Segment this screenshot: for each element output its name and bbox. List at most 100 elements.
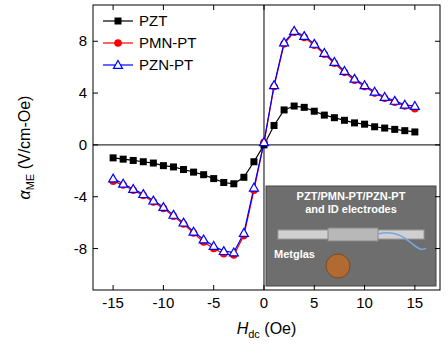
marker — [280, 38, 289, 46]
legend-marker — [114, 61, 123, 69]
marker — [291, 103, 298, 110]
marker — [361, 121, 368, 128]
inset: PZT/PMN-PT/PZN-PTand ID electrodesMetgla… — [266, 186, 436, 286]
marker — [180, 166, 187, 173]
y-tick — [93, 144, 98, 145]
marker — [259, 138, 268, 146]
x-tick-label: -5 — [207, 294, 220, 311]
x-tick — [414, 285, 415, 290]
x-tick — [314, 5, 315, 10]
marker — [140, 158, 147, 165]
marker — [170, 163, 177, 170]
marker — [290, 26, 299, 34]
x-tick-label: -10 — [153, 294, 175, 311]
x-tick — [364, 5, 365, 10]
marker — [239, 229, 248, 237]
legend-label: PZT — [139, 12, 167, 29]
marker — [169, 210, 178, 218]
marker — [160, 162, 167, 169]
marker — [260, 139, 268, 147]
x-tick — [213, 285, 214, 290]
marker — [380, 92, 389, 100]
legend-label: PZN-PT — [139, 56, 193, 73]
x-tick — [414, 5, 415, 10]
marker — [341, 117, 348, 124]
marker — [410, 102, 419, 110]
marker — [149, 196, 158, 204]
marker — [120, 156, 127, 163]
marker — [400, 100, 409, 108]
marker — [179, 218, 188, 226]
marker — [310, 39, 319, 47]
marker — [331, 114, 338, 121]
marker — [401, 127, 408, 134]
marker — [270, 81, 279, 89]
marker — [350, 74, 359, 82]
marker — [130, 157, 137, 164]
series-line — [113, 106, 415, 184]
chart: PZT/PMN-PT/PZN-PTand ID electrodesMetgla… — [0, 0, 448, 353]
x-tick — [113, 5, 114, 10]
marker — [371, 123, 378, 130]
marker — [370, 87, 379, 95]
marker — [411, 128, 418, 135]
y-tick-label: 8 — [79, 32, 87, 49]
inset-wire — [378, 233, 426, 250]
y-tick — [435, 144, 440, 145]
x-tick — [314, 285, 315, 290]
marker — [300, 32, 309, 40]
marker — [351, 119, 358, 126]
marker — [189, 227, 198, 235]
inset-photo — [266, 186, 436, 286]
inset-piezo — [328, 228, 378, 241]
plot-frame — [93, 5, 440, 290]
marker — [330, 58, 339, 66]
marker — [391, 126, 398, 133]
x-tick — [113, 285, 114, 290]
marker — [219, 247, 228, 255]
marker — [230, 180, 237, 187]
y-tick — [435, 41, 440, 42]
y-tick-label: -8 — [74, 240, 87, 257]
y-tick — [435, 248, 440, 249]
series-line — [113, 32, 415, 255]
marker — [119, 179, 128, 187]
marker — [200, 171, 207, 178]
marker — [250, 158, 257, 165]
marker — [321, 112, 328, 119]
y-tick — [93, 248, 98, 249]
marker — [150, 160, 157, 167]
x-tick-label: -15 — [102, 294, 124, 311]
inset-border — [266, 186, 436, 286]
x-tick — [263, 285, 264, 290]
marker — [320, 48, 329, 56]
x-tick — [163, 5, 164, 10]
y-tick — [93, 93, 98, 94]
y-tick-label: 0 — [79, 136, 87, 153]
marker — [240, 174, 247, 181]
marker — [199, 235, 208, 243]
x-tick-label: 10 — [356, 294, 373, 311]
inset-coin — [326, 254, 350, 278]
marker — [311, 108, 318, 115]
x-tick-label: 15 — [407, 294, 424, 311]
x-tick-label: 5 — [310, 294, 318, 311]
legend-marker — [115, 18, 122, 25]
data-group — [109, 26, 420, 258]
marker — [209, 241, 218, 249]
marker — [110, 154, 117, 161]
marker — [190, 169, 197, 176]
marker — [390, 96, 399, 104]
marker — [381, 125, 388, 132]
marker — [301, 104, 308, 111]
y-tick-label: 4 — [79, 84, 87, 101]
x-tick — [163, 285, 164, 290]
marker — [210, 175, 217, 182]
marker — [281, 106, 288, 113]
y-tick — [93, 41, 98, 42]
y-tick — [435, 93, 440, 94]
legend-label: PMN-PT — [139, 34, 197, 51]
x-tick-label: 0 — [260, 294, 268, 311]
x-tick — [213, 5, 214, 10]
marker — [220, 179, 227, 186]
